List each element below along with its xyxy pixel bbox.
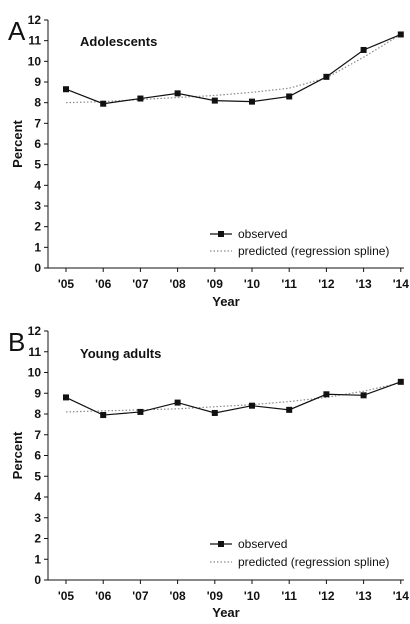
y-tick-label: 6: [34, 449, 41, 463]
y-tick-label: 10: [28, 54, 42, 68]
x-tick-label: '12: [318, 277, 335, 291]
x-tick-label: '10: [244, 277, 261, 291]
x-tick-label: '13: [355, 589, 372, 603]
panel-title: Adolescents: [80, 34, 157, 49]
legend-predicted-label: predicted (regression spline): [238, 244, 389, 258]
y-tick-label: 9: [34, 75, 41, 89]
y-tick-label: 7: [34, 116, 41, 130]
x-tick-label: '08: [169, 277, 186, 291]
y-tick-label: 8: [34, 407, 41, 421]
observed-point: [63, 86, 69, 93]
y-tick-label: 1: [34, 552, 41, 566]
observed-point: [137, 408, 144, 415]
x-tick-label: '11: [281, 277, 297, 291]
x-tick-label: '10: [244, 589, 261, 603]
observed-point: [137, 95, 144, 102]
y-tick-label: 7: [34, 428, 41, 442]
legend-predicted-label: predicted (regression spline): [238, 555, 389, 569]
x-tick-label: '11: [281, 589, 297, 603]
y-tick-label: 4: [34, 490, 41, 504]
panel-title: Young adults: [80, 346, 161, 361]
y-tick-label: 0: [34, 261, 41, 275]
observed-point: [397, 31, 404, 38]
panel-letter: B: [8, 327, 25, 357]
observed-point: [63, 394, 69, 401]
series-predicted-line: [65, 382, 401, 413]
y-tick-label: 11: [28, 34, 41, 48]
y-tick-label: 5: [34, 158, 41, 172]
y-tick-label: 1: [34, 240, 41, 254]
x-tick-label: '09: [207, 589, 224, 603]
series-observed-line: [65, 33, 402, 105]
observed-point: [174, 399, 181, 406]
observed-point: [286, 93, 293, 100]
panel-letter: A: [8, 16, 26, 46]
legend-observed-marker: [218, 231, 224, 237]
observed-point: [286, 406, 293, 413]
observed-point: [397, 378, 404, 385]
x-tick-label: '07: [132, 277, 149, 291]
chart-panel-a: 0123456789101112'05'06'07'08'09'10'11'12…: [8, 13, 409, 309]
observed-point: [323, 73, 330, 80]
observed-point: [249, 98, 255, 105]
x-tick-label: '06: [95, 277, 112, 291]
y-tick-label: 2: [34, 220, 41, 234]
y-tick-label: 0: [34, 573, 41, 587]
observed-point: [100, 100, 107, 107]
x-tick-label: '08: [169, 589, 186, 603]
legend-observed-label: observed: [238, 537, 287, 551]
x-tick-label: '06: [95, 589, 112, 603]
x-axis-title: Year: [212, 605, 239, 620]
y-axis-title: Percent: [10, 119, 25, 167]
y-tick-label: 6: [34, 137, 41, 151]
series-predicted-line: [65, 33, 402, 104]
x-tick-label: '12: [318, 589, 335, 603]
y-tick-label: 12: [28, 324, 42, 338]
observed-point: [360, 392, 367, 399]
y-tick-label: 4: [34, 178, 41, 192]
y-tick-label: 9: [34, 386, 41, 400]
y-tick-label: 3: [34, 199, 41, 213]
observed-point: [211, 409, 218, 416]
x-tick-label: '05: [58, 277, 75, 291]
x-tick-label: '13: [355, 277, 372, 291]
x-tick-label: '05: [58, 589, 75, 603]
legend-observed-label: observed: [238, 227, 287, 241]
y-axis-title: Percent: [10, 431, 25, 479]
legend: observed predicted (regression spline): [210, 227, 389, 258]
y-tick-label: 11: [28, 345, 41, 359]
x-tick-label: '14: [393, 277, 410, 291]
x-axis-title: Year: [212, 294, 239, 309]
series-observed-line: [65, 381, 402, 416]
observed-point: [323, 391, 330, 398]
observed-point: [360, 46, 367, 53]
observed-point: [100, 412, 107, 419]
y-tick-label: 8: [34, 96, 41, 110]
y-tick-label: 5: [34, 469, 41, 483]
y-tick-label: 3: [34, 511, 41, 525]
observed-point: [174, 90, 181, 97]
y-tick-label: 2: [34, 532, 41, 546]
legend: observed predicted (regression spline): [210, 537, 389, 569]
x-tick-label: '14: [393, 589, 410, 603]
chart-panel-b: 0123456789101112'05'06'07'08'09'10'11'12…: [8, 324, 409, 620]
y-tick-label: 12: [28, 13, 42, 27]
y-tick-label: 10: [28, 366, 42, 380]
legend-observed-marker: [218, 541, 224, 547]
x-tick-label: '07: [132, 589, 149, 603]
x-tick-label: '09: [207, 277, 224, 291]
observed-point: [211, 97, 218, 104]
observed-point: [249, 402, 255, 409]
